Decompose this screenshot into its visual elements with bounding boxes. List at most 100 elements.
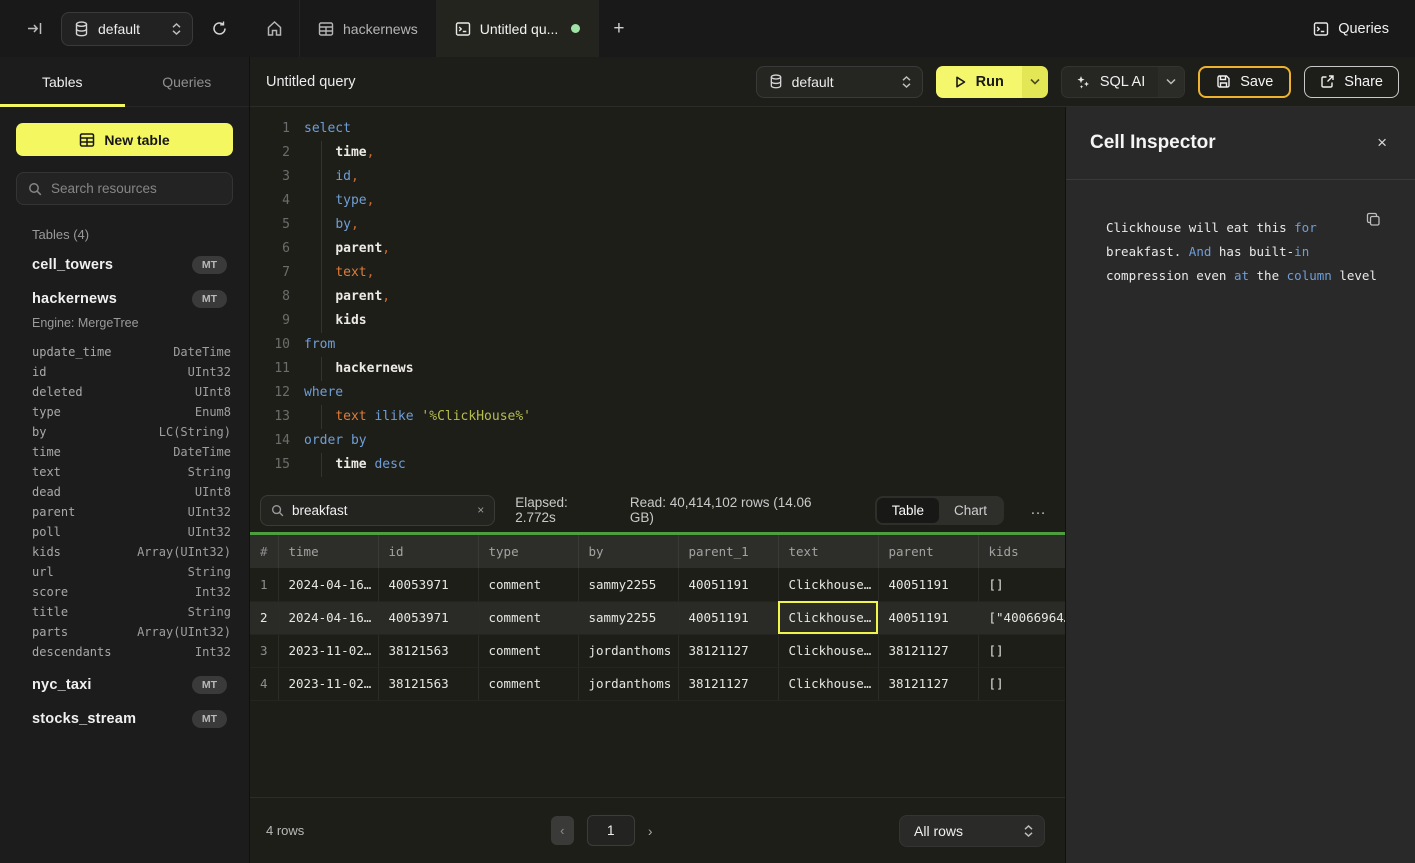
table-cell[interactable]: 38121127 (878, 634, 979, 668)
more-options-button[interactable]: … (1024, 501, 1053, 519)
previous-page-button[interactable]: ‹ (550, 816, 574, 845)
table-cell[interactable]: Clickhouse… (778, 667, 879, 701)
table-cell[interactable]: comment (478, 667, 579, 701)
sql-editor[interactable]: 1 select 2 time, 3 id, 4 type, 5 by, 6 parent,… (250, 107, 1065, 488)
code-token: , (366, 145, 375, 160)
table-cell[interactable]: Clickhouse… (778, 634, 879, 668)
save-button[interactable]: Save (1198, 65, 1292, 98)
column-header[interactable]: parent_1 (678, 535, 779, 568)
table-cell[interactable]: [] (978, 634, 1065, 668)
cell-value-segment: level (1331, 268, 1377, 283)
column-type: UInt32 (187, 505, 231, 519)
table-cell[interactable]: jordanthoms (578, 634, 679, 668)
table-cell[interactable]: 40053971 (378, 568, 479, 602)
page-size-selector[interactable]: All rows (899, 814, 1045, 847)
table-cell[interactable]: 38121563 (378, 634, 479, 668)
share-button[interactable]: Share (1304, 65, 1399, 98)
table-cell[interactable]: 4 (250, 667, 279, 701)
table-cell[interactable]: sammy2255 (578, 601, 679, 635)
table-cell[interactable]: [] (978, 667, 1065, 701)
table-cell[interactable]: 2023-11-02… (278, 634, 379, 668)
cell-value-segment: for (1294, 220, 1317, 235)
sql-ai-button[interactable]: SQL AI (1062, 67, 1158, 97)
copy-button[interactable] (1366, 212, 1381, 227)
column-header[interactable]: time (278, 535, 379, 568)
table-cell[interactable]: comment (478, 568, 579, 602)
collapse-sidebar-button[interactable] (22, 16, 47, 41)
table-cell[interactable]: sammy2255 (578, 568, 679, 602)
tab-untitled-query[interactable]: Untitled qu... (436, 0, 600, 57)
table-cell[interactable]: Clickhouse… (778, 601, 879, 635)
sidebar-table-cell-towers[interactable]: cell_towers MT (16, 248, 233, 282)
table-cell[interactable]: 1 (250, 568, 279, 602)
column-header[interactable]: # (250, 535, 279, 568)
table-cell[interactable]: comment (478, 634, 579, 668)
query-database-selector[interactable]: default (755, 65, 923, 98)
editor-line: 12 where (264, 381, 1065, 405)
table-cell[interactable]: comment (478, 601, 579, 635)
tab-hackernews[interactable]: hackernews (300, 0, 437, 57)
table-cell[interactable]: [] (978, 568, 1065, 602)
view-table-button[interactable]: Table (876, 497, 939, 523)
table-cell[interactable]: 2024-04-16… (278, 601, 379, 635)
results-filter-input[interactable] (292, 502, 470, 518)
table-cell[interactable]: 40051191 (678, 601, 779, 635)
column-header[interactable]: by (578, 535, 679, 568)
sidebar-tab-tables[interactable]: Tables (0, 57, 125, 107)
column-header[interactable]: text (778, 535, 879, 568)
close-inspector-button[interactable]: × (1377, 133, 1387, 152)
table-cell[interactable]: 40051191 (878, 568, 979, 602)
table-cell[interactable]: 3 (250, 634, 279, 668)
database-selector[interactable]: default (61, 11, 193, 46)
code-token: type (335, 193, 367, 208)
column-header[interactable]: kids (978, 535, 1065, 568)
line-number: 7 (282, 265, 290, 280)
sidebar-table-stocks-stream[interactable]: stocks_stream MT (16, 702, 233, 736)
table-cell[interactable]: 40053971 (378, 601, 479, 635)
table-cell[interactable]: 2 (250, 601, 279, 635)
main-pane: 1 select 2 time, 3 id, 4 type, 5 by, 6 parent,… (250, 107, 1065, 863)
table-cell[interactable]: 40051191 (878, 601, 979, 635)
column-name: update_time (32, 345, 112, 359)
column-header[interactable]: parent (878, 535, 979, 568)
table-cell[interactable]: 38121563 (378, 667, 479, 701)
table-cell[interactable]: 38121127 (878, 667, 979, 701)
column-header[interactable]: id (378, 535, 479, 568)
database-icon (769, 74, 783, 89)
table-cell[interactable]: Clickhouse… (778, 568, 879, 602)
schema-column-row: score Int32 (32, 582, 231, 602)
run-button[interactable]: Run (935, 65, 1022, 98)
table-cell[interactable]: jordanthoms (578, 667, 679, 701)
table-cell[interactable]: 40051191 (678, 568, 779, 602)
results-filter[interactable]: × (260, 494, 496, 526)
new-tab-button[interactable]: + (599, 0, 638, 57)
table-cell[interactable]: 38121127 (678, 634, 779, 668)
resource-search-input[interactable] (51, 181, 221, 196)
column-type: UInt32 (187, 525, 231, 539)
clear-filter-button[interactable]: × (477, 503, 485, 517)
run-options-button[interactable] (1021, 65, 1048, 98)
queries-button[interactable]: Queries (1313, 21, 1389, 37)
table-cell[interactable]: 38121127 (678, 667, 779, 701)
table-cell[interactable]: ["40066964… (978, 601, 1065, 635)
sidebar-table-nyc-taxi[interactable]: nyc_taxi MT (16, 668, 233, 702)
sidebar-tab-queries[interactable]: Queries (162, 73, 212, 90)
column-type: DateTime (173, 445, 231, 459)
sql-ai-options-button[interactable] (1158, 66, 1185, 97)
page-number[interactable]: 1 (586, 815, 635, 846)
schema-column-row: time DateTime (32, 442, 231, 462)
new-table-button[interactable]: New table (16, 123, 233, 156)
view-chart-button[interactable]: Chart (939, 498, 1002, 523)
code-token: by (335, 217, 351, 232)
schema-column-list: update_time DateTime id UInt32 deleted UInt8 t… (16, 340, 233, 668)
cell-value-segment: breakfast. (1106, 244, 1189, 259)
sidebar-table-hackernews[interactable]: hackernews MT (16, 282, 233, 316)
next-page-button[interactable]: › (647, 822, 653, 839)
resource-search[interactable] (16, 172, 233, 205)
play-icon (954, 75, 967, 89)
table-cell[interactable]: 2024-04-16… (278, 568, 379, 602)
tab-home[interactable] (250, 0, 300, 57)
table-cell[interactable]: 2023-11-02… (278, 667, 379, 701)
refresh-button[interactable] (207, 16, 232, 41)
column-header[interactable]: type (478, 535, 579, 568)
